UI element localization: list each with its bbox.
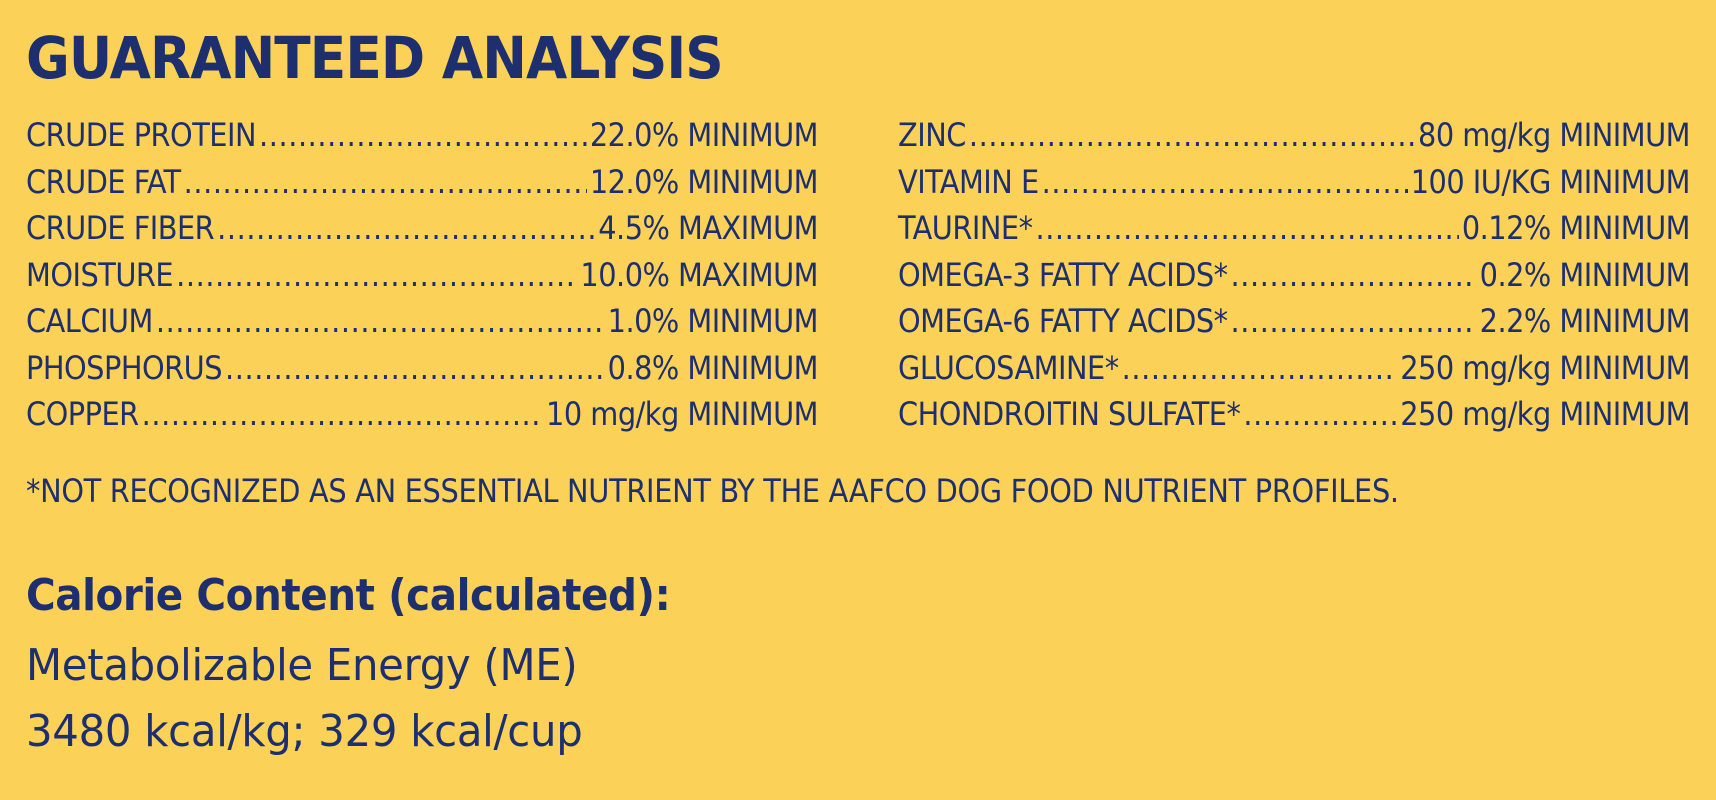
dot-leader [142, 395, 543, 433]
dot-leader [184, 163, 587, 201]
footnote: *NOT RECOGNIZED AS AN ESSENTIAL NUTRIENT… [26, 472, 1399, 510]
analysis-row: CALCIUM 1.0% MINIMUM [26, 302, 819, 349]
analysis-row: MOISTURE 10.0% MAXIMUM [26, 256, 818, 303]
nutrient-value: 10.0% MAXIMUM [580, 255, 818, 294]
nutrient-name: CRUDE FIBER [26, 209, 215, 247]
calorie-heading: Calorie Content (calculated): [26, 570, 671, 621]
dot-leader [217, 209, 595, 247]
analysis-row: PHOSPHORUS 0.8% MINIMUM [26, 348, 819, 396]
nutrient-name: CRUDE PROTEIN [26, 116, 256, 154]
analysis-row: CRUDE FAT 12.0% MINIMUM [26, 162, 819, 210]
nutrient-value: 0.2% MINIMUM [1479, 255, 1691, 294]
dot-leader [969, 116, 1415, 154]
analysis-row: GLUCOSAMINE* 250 mg/kg MINIMUM [898, 349, 1690, 396]
nutrient-name: OMEGA-3 FATTY ACIDS* [898, 255, 1228, 294]
dot-leader [176, 256, 577, 294]
analysis-columns: CRUDE PROTEIN 22.0% MINIMUM CRUDE FAT 12… [26, 116, 1691, 442]
analysis-row: CHONDROITIN SULFATE* 250 mg/kg MINIMUM [898, 395, 1690, 442]
analysis-row: COPPER 10 mg/kg MINIMUM [26, 395, 819, 442]
panel-title: GUARANTEED ANALYSIS [26, 24, 724, 92]
calorie-energy-label: Metabolizable Energy (ME) [26, 640, 578, 691]
analysis-row: CRUDE PROTEIN 22.0% MINIMUM [26, 116, 819, 163]
analysis-column-right: ZINC 80 mg/kg MINIMUM VITAMIN E 100 IU/K… [898, 116, 1691, 442]
dot-leader [225, 349, 605, 387]
nutrient-name: CALCIUM [26, 302, 153, 340]
dot-leader [1035, 209, 1458, 247]
nutrient-name: GLUCOSAMINE* [898, 348, 1119, 387]
dot-leader [1122, 349, 1398, 387]
nutrient-value: 10 mg/kg MINIMUM [546, 395, 819, 433]
analysis-column-left: CRUDE PROTEIN 22.0% MINIMUM CRUDE FAT 12… [26, 116, 819, 442]
nutrient-value: 2.2% MINIMUM [1479, 302, 1691, 340]
nutrient-name: OMEGA-6 FATTY ACIDS* [898, 302, 1228, 340]
nutrient-value: 250 mg/kg MINIMUM [1400, 395, 1690, 433]
analysis-row: OMEGA-6 FATTY ACIDS* 2.2% MINIMUM [898, 302, 1691, 349]
analysis-row: OMEGA-3 FATTY ACIDS* 0.2% MINIMUM [898, 255, 1691, 303]
nutrient-value: 100 IU/KG MINIMUM [1410, 162, 1691, 201]
analysis-row: ZINC 80 mg/kg MINIMUM [898, 116, 1691, 163]
nutrient-name: COPPER [26, 395, 139, 433]
nutrient-name: VITAMIN E [898, 162, 1039, 201]
nutrient-value: 4.5% MAXIMUM [598, 209, 818, 247]
analysis-row: TAURINE* 0.12% MINIMUM [898, 209, 1691, 256]
calorie-energy-value: 3480 kcal/kg; 329 kcal/cup [26, 706, 583, 757]
nutrient-name: PHOSPHORUS [26, 348, 222, 387]
nutrient-value: 80 mg/kg MINIMUM [1418, 116, 1691, 154]
nutrient-name: CHONDROITIN SULFATE* [898, 395, 1241, 433]
nutrient-name: MOISTURE [26, 255, 174, 294]
dot-leader [1042, 163, 1408, 201]
nutrient-value: 12.0% MINIMUM [589, 162, 819, 201]
nutrient-name: TAURINE* [898, 209, 1033, 247]
dot-leader [1231, 256, 1477, 294]
nutrient-value: 22.0% MINIMUM [589, 116, 819, 154]
nutrient-value: 0.12% MINIMUM [1461, 209, 1691, 247]
analysis-row: VITAMIN E 100 IU/KG MINIMUM [898, 162, 1691, 210]
dot-leader [259, 116, 587, 154]
nutrient-value: 1.0% MINIMUM [607, 302, 819, 340]
nutrient-value: 0.8% MINIMUM [607, 348, 819, 387]
dot-leader [1243, 395, 1397, 433]
dot-leader [156, 302, 605, 340]
analysis-row: CRUDE FIBER 4.5% MAXIMUM [26, 209, 818, 256]
nutrient-name: CRUDE FAT [26, 162, 181, 201]
dot-leader [1231, 302, 1477, 340]
nutrient-name: ZINC [898, 116, 966, 154]
nutrient-value: 250 mg/kg MINIMUM [1400, 348, 1690, 387]
